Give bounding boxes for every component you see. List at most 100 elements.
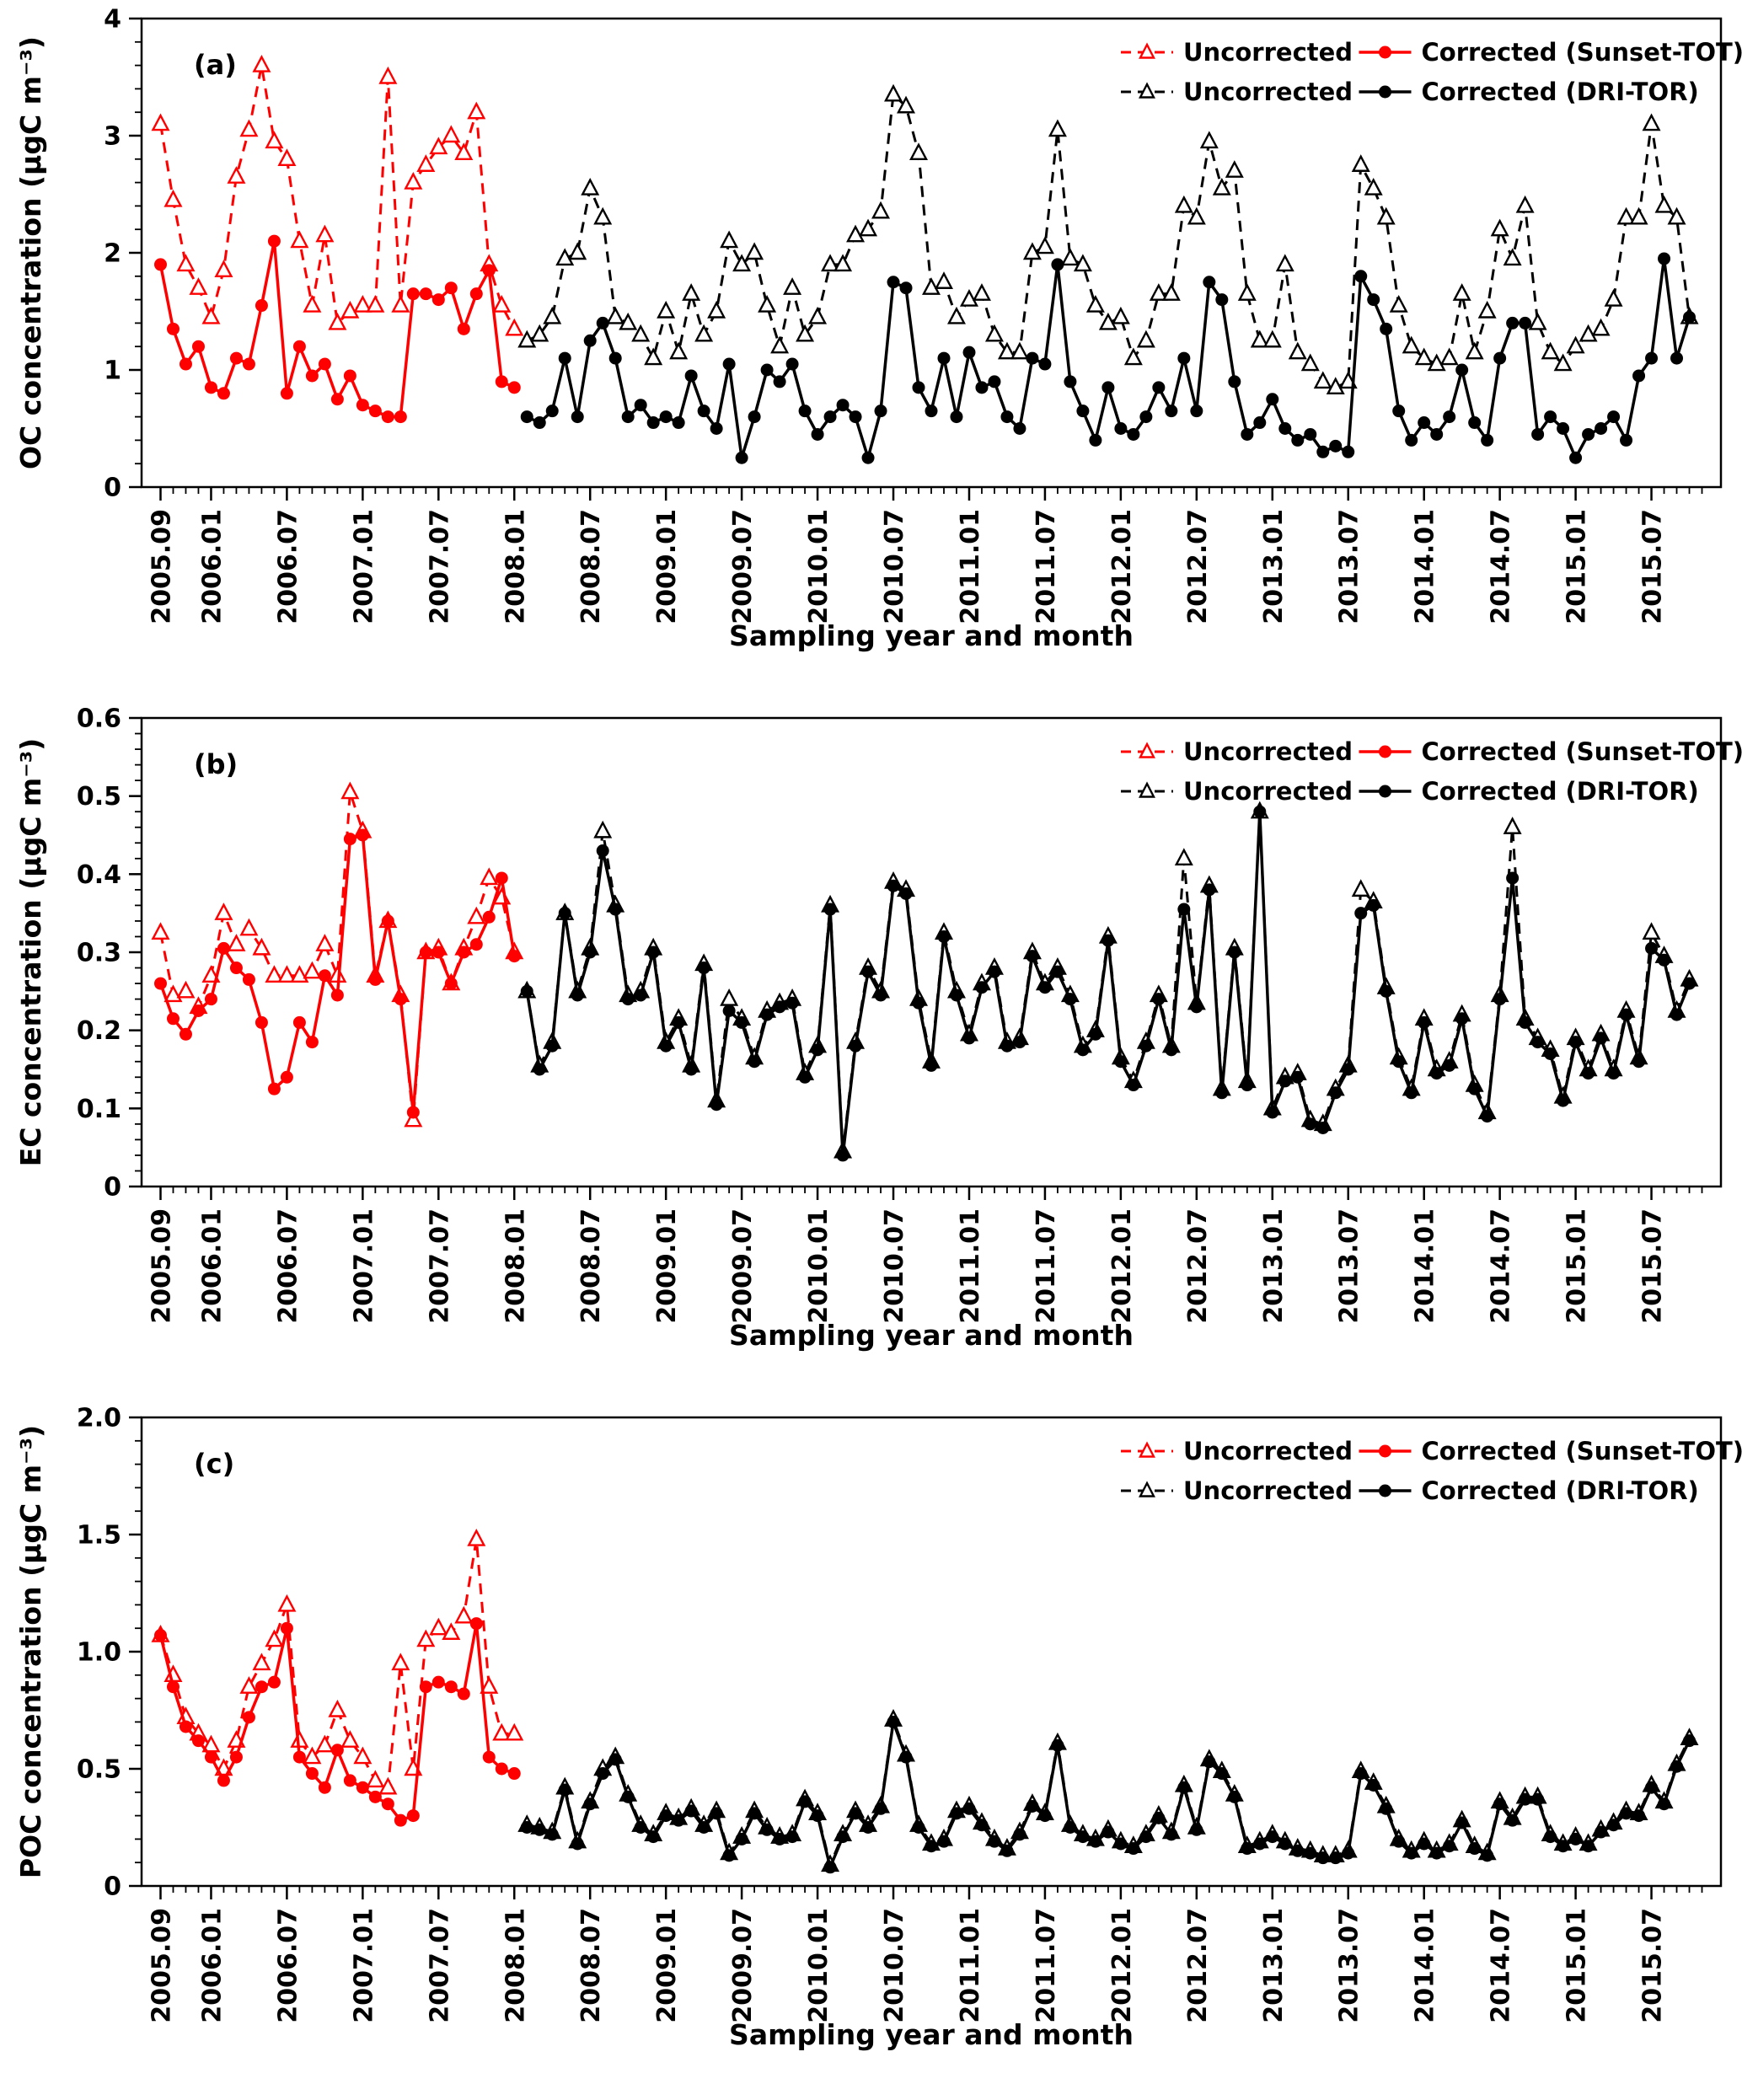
x-tick-label: 2008.01	[501, 1208, 530, 1324]
circle-marker-icon	[697, 962, 710, 975]
circle-marker-icon	[1152, 381, 1166, 394]
circle-marker-icon	[1607, 410, 1621, 424]
triangle-marker-icon	[984, 324, 1004, 342]
circle-marker-icon	[899, 1750, 913, 1764]
circle-marker-icon	[1354, 1767, 1368, 1781]
circle-marker-icon	[798, 404, 812, 418]
circle-marker-icon	[343, 833, 356, 846]
triangle-marker-icon	[619, 312, 638, 330]
circle-marker-icon	[1278, 1074, 1292, 1088]
circle-marker-icon	[305, 1036, 319, 1049]
circle-marker-icon	[1595, 422, 1608, 435]
x-axis-label: Sampling year and month	[729, 2018, 1134, 2051]
triangle-marker-icon	[897, 95, 916, 114]
circle-marker-icon	[1089, 1027, 1102, 1041]
circle-marker-icon	[1632, 369, 1646, 383]
circle-marker-icon	[571, 988, 584, 1002]
circle-marker-icon	[697, 1821, 710, 1834]
circle-marker-icon	[1000, 1039, 1014, 1053]
y-tick-label: 4	[104, 5, 121, 35]
circle-marker-icon	[760, 1008, 774, 1021]
triangle-marker-icon	[1085, 294, 1105, 313]
triangle-marker-icon	[833, 254, 853, 272]
triangle-marker-icon	[606, 306, 625, 324]
circle-marker-icon	[444, 1680, 458, 1694]
triangle-marker-icon	[1477, 300, 1497, 319]
circle-marker-icon	[1291, 433, 1305, 447]
circle-marker-icon	[406, 1106, 420, 1119]
circle-marker-icon	[507, 1767, 521, 1781]
triangle-marker-icon	[959, 289, 978, 307]
triangle-marker-icon	[1212, 177, 1231, 196]
circle-marker-icon	[785, 357, 799, 371]
y-tick-label: 2	[104, 239, 121, 269]
circle-marker-icon	[1329, 439, 1343, 453]
triangle-marker-icon	[404, 172, 423, 190]
circle-marker-icon	[1253, 416, 1267, 430]
x-tick-label: 2007.07	[425, 509, 454, 624]
x-tick-label: 2014.01	[1411, 509, 1440, 624]
triangle-marker-icon	[808, 306, 828, 324]
series-sunset-corrected	[153, 828, 521, 1119]
circle-marker-icon	[1101, 381, 1115, 394]
triangle-marker-icon	[252, 55, 271, 72]
circle-marker-icon	[1089, 1835, 1102, 1848]
triangle-marker-icon	[429, 1617, 448, 1636]
x-axis-ticks: 2005.09 2006.01 2006.07 2007.01 2007.07 2008.…	[147, 487, 1703, 624]
circle-marker-icon	[773, 1000, 786, 1014]
circle-marker-icon	[962, 1031, 976, 1045]
circle-marker-icon	[558, 351, 571, 365]
circle-marker-icon	[1455, 363, 1469, 377]
x-tick-label: 2009.01	[652, 509, 682, 624]
triangle-marker-icon	[934, 271, 953, 289]
triangle-marker-icon	[694, 324, 714, 342]
triangle-marker-icon	[530, 324, 549, 342]
x-tick-label: 2007.07	[425, 1208, 454, 1324]
circle-marker-icon	[634, 1821, 647, 1834]
series-line	[526, 1721, 1691, 1872]
x-tick-label: 2013.07	[1335, 509, 1364, 624]
circle-marker-icon	[811, 427, 824, 441]
circle-marker-icon	[861, 451, 875, 464]
triangle-marker-icon	[1010, 341, 1029, 360]
circle-marker-icon	[520, 410, 533, 424]
circle-marker-icon	[1114, 1055, 1128, 1069]
triangle-marker-icon	[1389, 294, 1408, 313]
legend-label: Uncorrected	[1183, 1476, 1353, 1505]
circle-marker-icon	[1430, 1846, 1444, 1860]
legend-circle-icon	[1379, 745, 1391, 758]
triangle-marker-icon	[1313, 371, 1332, 389]
triangle-marker-icon	[1439, 347, 1459, 366]
circle-marker-icon	[1064, 375, 1077, 388]
triangle-marker-icon	[555, 248, 575, 266]
triangle-marker-icon	[277, 965, 297, 983]
circle-marker-icon	[1506, 871, 1520, 885]
triangle-marker-icon	[758, 294, 777, 313]
triangle-marker-icon	[1414, 347, 1434, 366]
circle-marker-icon	[1468, 1842, 1482, 1856]
circle-marker-icon	[1304, 1117, 1317, 1131]
circle-marker-icon	[1430, 1067, 1444, 1080]
circle-marker-icon	[1013, 1828, 1026, 1841]
circle-marker-icon	[710, 422, 723, 435]
x-tick-label: 2011.07	[1032, 509, 1061, 624]
circle-marker-icon	[1380, 322, 1393, 335]
circle-marker-icon	[1607, 1819, 1621, 1832]
circle-marker-icon	[394, 993, 407, 1006]
circle-marker-icon	[533, 1823, 546, 1836]
circle-marker-icon	[1367, 1778, 1380, 1792]
circle-marker-icon	[1165, 404, 1178, 418]
circle-marker-icon	[191, 1004, 205, 1017]
circle-marker-icon	[1658, 252, 1671, 265]
triangle-marker-icon	[707, 300, 726, 319]
circle-marker-icon	[1645, 941, 1659, 955]
circle-marker-icon	[1013, 1036, 1026, 1049]
triangle-marker-icon	[378, 66, 398, 84]
circle-marker-icon	[861, 965, 875, 978]
circle-marker-icon	[242, 972, 255, 986]
circle-marker-icon	[836, 1830, 850, 1844]
circle-marker-icon	[1544, 1830, 1557, 1844]
triangle-marker-icon	[442, 1622, 461, 1640]
circle-marker-icon	[735, 1015, 748, 1029]
x-tick-label: 2014.01	[1411, 1908, 1440, 2023]
